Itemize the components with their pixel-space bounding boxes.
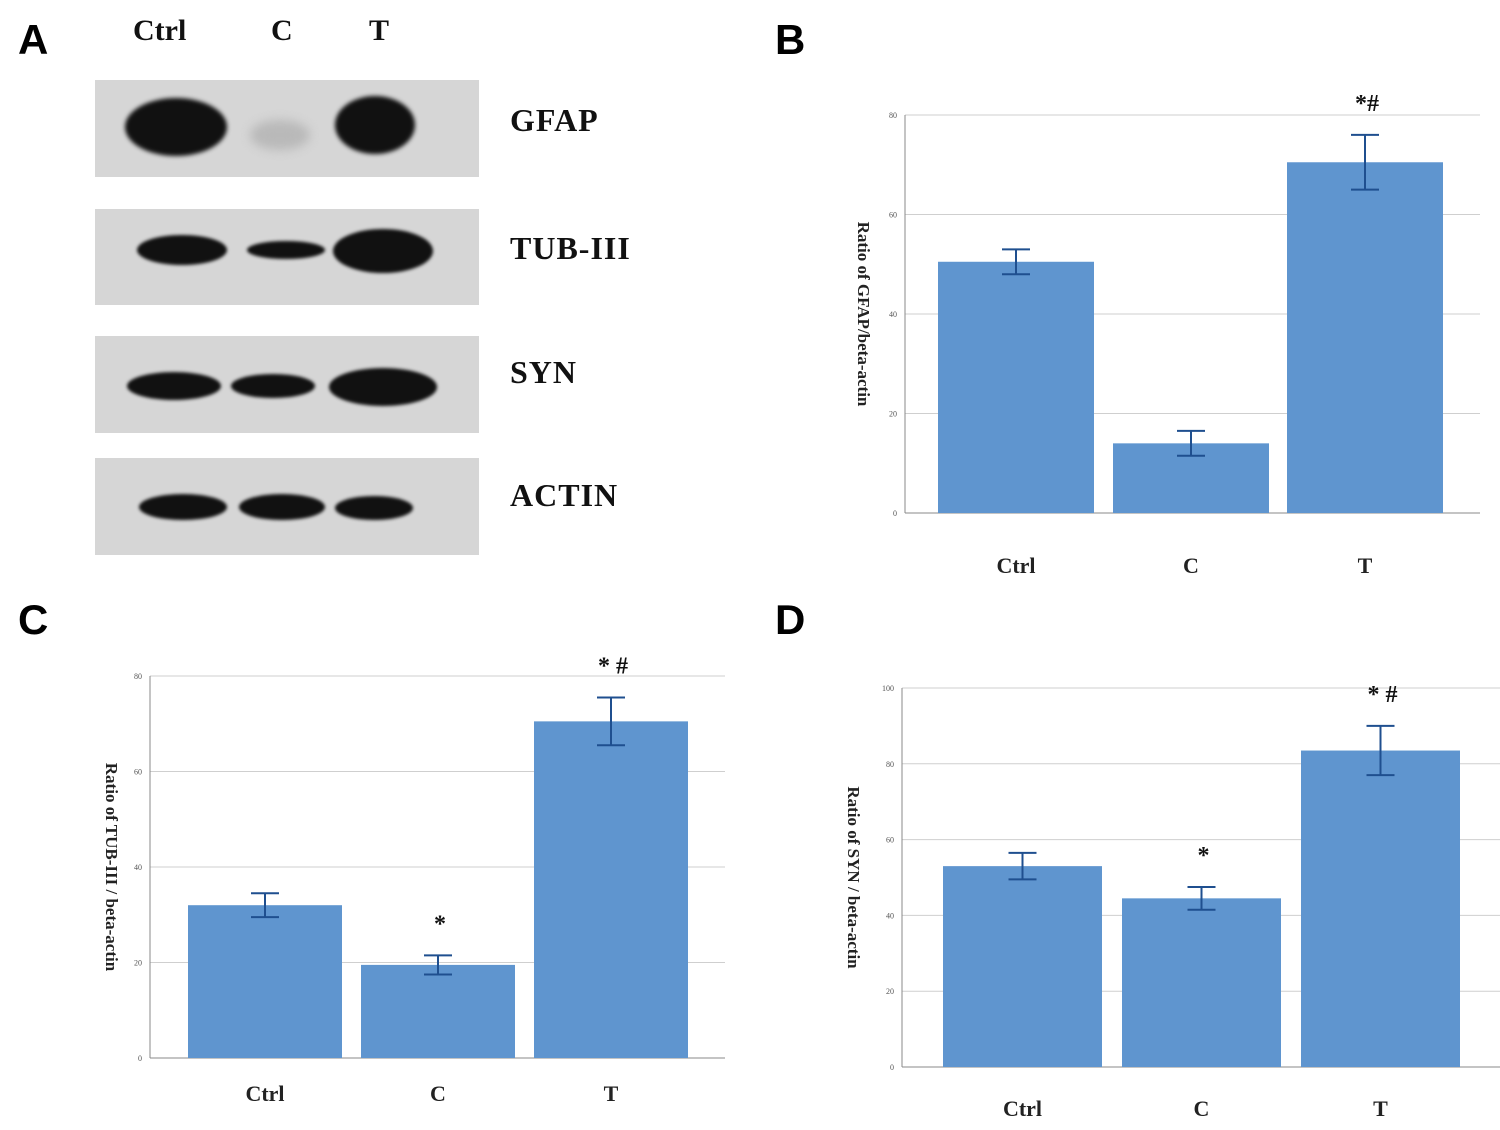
band-actin-c xyxy=(239,494,325,520)
chart-c-xtick-label: C xyxy=(430,1081,446,1106)
chart-c-significance-label: * xyxy=(434,911,446,937)
chart-d-ytick-label: 20 xyxy=(886,987,894,996)
chart-b-bar-ctrl xyxy=(938,261,1094,513)
chart-b-ytick-label: 60 xyxy=(889,211,897,220)
lane-label-ctrl: Ctrl xyxy=(133,14,187,47)
chart-b-ytick-label: 80 xyxy=(889,111,897,120)
blot-label-syn: SYN xyxy=(510,354,578,390)
blot-label-gfap: GFAP xyxy=(510,102,599,138)
band-syn-t xyxy=(329,368,437,406)
band-gfap-t xyxy=(335,96,415,154)
band-actin-ctrl xyxy=(139,494,227,520)
band-gfap-c xyxy=(250,120,310,150)
chart-c-ylabel: Ratio of TUB-III / beta-actin xyxy=(102,763,121,972)
chart-b-xtick-label: Ctrl xyxy=(996,553,1035,578)
chart-d-xtick-label: T xyxy=(1373,1096,1388,1121)
chart-c-xtick-label: T xyxy=(604,1081,619,1106)
chart-d-ytick-label: 60 xyxy=(886,836,894,845)
band-tub-c xyxy=(247,241,325,259)
chart-c-bar-c xyxy=(361,964,515,1058)
chart-b-ytick-label: 0 xyxy=(893,509,897,518)
chart-d-xtick-label: Ctrl xyxy=(1003,1096,1042,1121)
blot-label-tub-iii: TUB-III xyxy=(510,230,631,266)
chart-b-ylabel: Ratio of GFAP/beta-actin xyxy=(854,222,873,407)
band-syn-c xyxy=(231,374,315,398)
chart-d-ytick-label: 80 xyxy=(886,760,894,769)
blot-strip-gfap xyxy=(95,80,479,177)
chart-c-ytick-label: 0 xyxy=(138,1054,142,1063)
chart-c-significance-label: * # xyxy=(598,653,628,679)
panel-letter-a: A xyxy=(18,16,49,63)
chart-b-xtick-label: C xyxy=(1183,553,1199,578)
chart-b-ytick-label: 20 xyxy=(889,410,897,419)
chart-d-ytick-label: 100 xyxy=(882,684,894,693)
lane-label-t: T xyxy=(369,14,390,47)
chart-c-xtick-label: Ctrl xyxy=(245,1081,284,1106)
chart-d-ylabel: Ratio of SYN / beta-actin xyxy=(844,786,863,969)
chart-d-significance-label: * xyxy=(1198,843,1210,869)
chart-b-xtick-label: T xyxy=(1358,553,1373,578)
band-actin-t xyxy=(335,496,413,520)
chart-c-ytick-label: 40 xyxy=(134,863,142,872)
chart-d-bar-t xyxy=(1301,750,1460,1067)
chart-d-bar-c xyxy=(1122,898,1281,1067)
chart-b-bar-t xyxy=(1287,162,1443,513)
chart-d-bar-ctrl xyxy=(943,866,1102,1067)
band-syn-ctrl xyxy=(127,372,221,400)
chart-b-significance-label: *# xyxy=(1355,91,1379,117)
blot-strip-tub-iii xyxy=(95,209,479,305)
chart-c-bar-t xyxy=(534,721,688,1058)
band-tub-t xyxy=(333,229,433,273)
chart-c-ytick-label: 80 xyxy=(134,672,142,681)
chart-b-ytick-label: 40 xyxy=(889,310,897,319)
band-tub-ctrl xyxy=(137,235,227,265)
chart-c-ytick-label: 60 xyxy=(134,768,142,777)
chart-d-ytick-label: 0 xyxy=(890,1063,894,1072)
chart-d-ytick-label: 40 xyxy=(886,911,894,920)
panel-letter-b: B xyxy=(775,16,806,63)
blot-strip-syn xyxy=(95,336,479,433)
chart-d-significance-label: * # xyxy=(1368,682,1398,708)
panel-letter-d: D xyxy=(775,596,806,643)
chart-c-bar-ctrl xyxy=(188,905,342,1058)
chart-c-ytick-label: 20 xyxy=(134,959,142,968)
blot-strip-actin xyxy=(95,458,479,555)
panel-letter-c: C xyxy=(18,596,49,643)
chart-d-xtick-label: C xyxy=(1194,1096,1210,1121)
band-gfap-ctrl xyxy=(125,98,227,156)
blot-label-actin: ACTIN xyxy=(510,477,619,513)
lane-label-c: C xyxy=(271,14,293,47)
